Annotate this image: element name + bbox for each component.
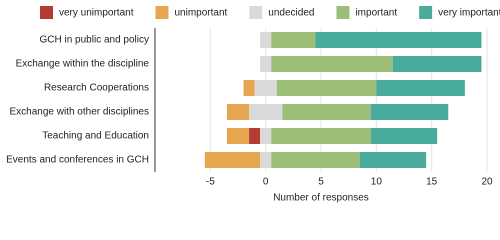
- bar-segment: [370, 128, 438, 144]
- y-tick-label: GCH in public and policy: [40, 35, 150, 46]
- x-tick-label: 15: [426, 177, 438, 188]
- bar-segment: [282, 104, 371, 120]
- legend-swatch: [155, 6, 169, 19]
- bar-segment: [249, 104, 283, 120]
- bar-segment: [271, 56, 393, 72]
- legend-label: important: [355, 8, 397, 19]
- bar-segment: [376, 80, 465, 96]
- bar-segment: [276, 80, 377, 96]
- legend-label: unimportant: [174, 8, 227, 19]
- bar-segment: [315, 32, 482, 48]
- bar-segment: [260, 32, 272, 48]
- bar-segment: [254, 80, 277, 96]
- bar-segment: [260, 152, 272, 168]
- x-tick-label: 20: [481, 177, 493, 188]
- bar-segment: [249, 128, 261, 144]
- bar-segment: [204, 152, 261, 168]
- chart: Number of responses -5 0 5 10 15 20 very unimp…: [6, 6, 500, 204]
- bar-segment: [392, 56, 482, 72]
- bar-segment: [243, 80, 255, 96]
- bar-segment: [370, 104, 449, 120]
- bar-segment: [226, 104, 250, 120]
- x-tick-label: 5: [318, 177, 324, 188]
- x-axis-label: Number of responses: [273, 193, 369, 204]
- bar-segment: [271, 152, 360, 168]
- y-tick-label: Exchange with other disciplines: [9, 107, 149, 118]
- y-tick-label: Research Cooperations: [44, 83, 149, 94]
- bar-segment: [226, 128, 250, 144]
- x-tick-label: 0: [263, 177, 269, 188]
- y-tick-label: Teaching and Education: [42, 131, 149, 142]
- bar-segment: [271, 32, 316, 48]
- x-tick-label: 10: [371, 177, 383, 188]
- bar-segment: [359, 152, 427, 168]
- bar-segment: [260, 56, 272, 72]
- bar-segment: [271, 128, 371, 144]
- legend-swatch: [40, 6, 53, 19]
- legend-swatch: [419, 6, 433, 19]
- legend-label: very unimportant: [59, 8, 134, 19]
- legend-swatch: [249, 6, 263, 19]
- y-tick-label: Events and conferences in GCH: [6, 155, 149, 166]
- legend-label: undecided: [268, 8, 314, 19]
- x-tick-label: -5: [206, 177, 215, 188]
- legend-swatch: [336, 6, 350, 19]
- bar-segment: [260, 128, 272, 144]
- y-tick-label: Exchange within the discipline: [16, 59, 150, 70]
- legend-label: very important: [438, 8, 500, 19]
